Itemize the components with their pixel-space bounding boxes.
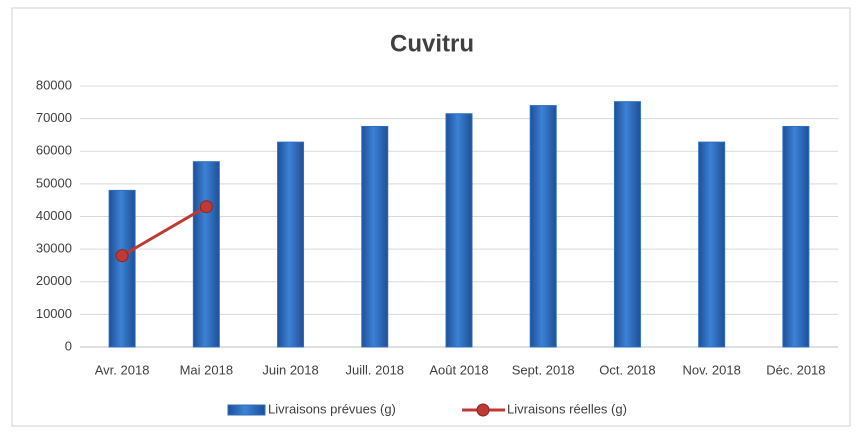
bar <box>782 125 810 348</box>
chart-title: Cuvitru <box>390 30 474 57</box>
y-tick-label: 10000 <box>36 306 72 321</box>
line <box>121 205 208 257</box>
bar <box>277 141 305 348</box>
y-tick-label: 30000 <box>36 241 72 256</box>
y-tick-label: 80000 <box>36 77 72 92</box>
x-tick-label: Sept. 2018 <box>512 362 575 377</box>
y-tick-label: 70000 <box>36 110 72 125</box>
x-tick-label: Août 2018 <box>429 362 488 377</box>
line-marker <box>115 249 129 263</box>
x-tick-label: Mai 2018 <box>180 362 233 377</box>
x-tick-label: Déc. 2018 <box>766 362 825 377</box>
legend-swatch-marker <box>476 403 490 417</box>
legend-label: Livraisons réelles (g) <box>507 401 627 416</box>
x-tick-label: Juill. 2018 <box>346 362 405 377</box>
y-tick-label: 40000 <box>36 208 72 223</box>
x-tick-label: Avr. 2018 <box>95 362 150 377</box>
bar <box>361 125 389 348</box>
x-tick-label: Juin 2018 <box>262 362 318 377</box>
x-tick-label: Nov. 2018 <box>683 362 741 377</box>
legend-swatch <box>227 404 266 416</box>
y-tick-label: 0 <box>65 338 72 353</box>
line-marker <box>199 200 213 214</box>
x-tick-label: Oct. 2018 <box>599 362 655 377</box>
y-tick-label: 20000 <box>36 273 72 288</box>
bar <box>108 189 136 348</box>
y-tick-label: 60000 <box>36 143 72 158</box>
bar <box>698 141 726 348</box>
legend-label: Livraisons prévues (g) <box>268 401 396 416</box>
bar <box>192 161 220 348</box>
bar <box>529 105 557 348</box>
bar <box>445 113 473 348</box>
bar <box>613 101 641 348</box>
y-tick-label: 50000 <box>36 175 72 190</box>
